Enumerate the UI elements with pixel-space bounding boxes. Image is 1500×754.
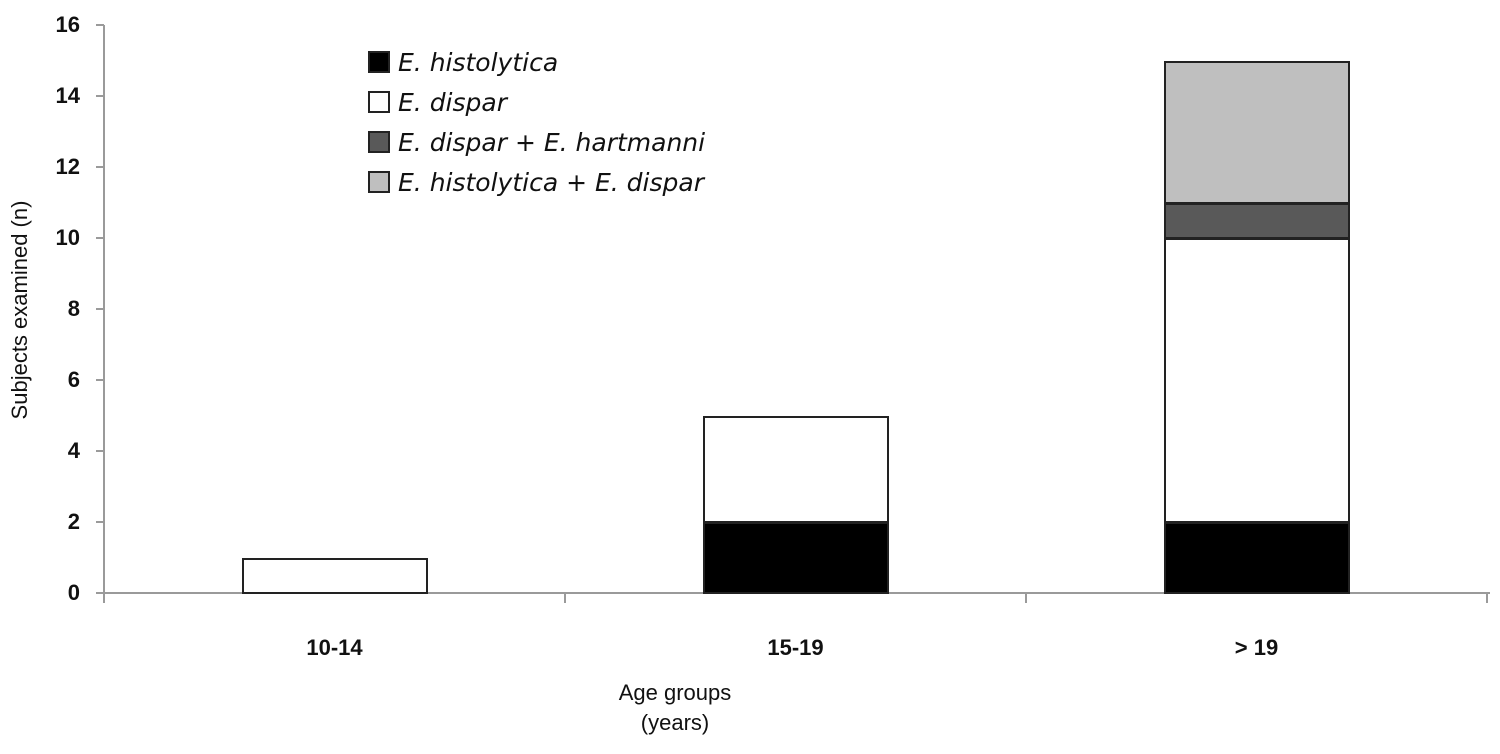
bar-segment (1163, 238, 1350, 523)
x-category-label: 10-14 (306, 635, 363, 660)
bar-segment (241, 557, 428, 594)
x-category-label: > 19 (1234, 635, 1279, 660)
legend-item: E. histolytica (368, 42, 705, 82)
y-tick-label: 10 (55, 225, 80, 250)
legend-swatch (368, 51, 390, 73)
bar-segment (1163, 522, 1350, 594)
x-tick-mark (1025, 593, 1027, 603)
y-tick-mark (96, 95, 104, 97)
x-axis-label-line-1: Age groups (618, 680, 732, 705)
x-category-label: 15-19 (767, 635, 824, 660)
y-tick-label: 8 (67, 296, 80, 321)
y-axis-line (103, 25, 105, 603)
x-tick-mark (1486, 593, 1488, 603)
y-axis-label: Subjects examined (n) (7, 200, 32, 420)
legend-label: E. dispar (398, 87, 507, 117)
y-tick-mark (96, 166, 104, 168)
y-tick-mark (96, 237, 104, 239)
legend-label: E. dispar + E. hartmanni (398, 127, 706, 157)
legend-label: E. histolytica (398, 47, 559, 77)
legend-label: E. histolytica + E. dispar (398, 167, 704, 197)
bar-segment (702, 415, 889, 523)
bar-segment (702, 522, 889, 594)
legend-item: E. histolytica + E. dispar (368, 162, 705, 202)
x-tick-mark (103, 593, 105, 603)
y-tick-mark (96, 521, 104, 523)
legend: E. histolytica E. dispar E. dispar + E. ha… (368, 42, 705, 202)
y-tick-label: 6 (67, 367, 80, 392)
x-axis-label-line-2: (years) (640, 710, 710, 735)
y-tick-label: 2 (67, 509, 80, 534)
y-tick-label: 0 (67, 580, 80, 605)
legend-swatch (368, 131, 390, 153)
y-tick-mark (96, 592, 104, 594)
y-tick-mark (96, 450, 104, 452)
y-tick-mark (96, 379, 104, 381)
bar-segment (1163, 60, 1350, 204)
y-tick-label: 12 (55, 154, 80, 179)
y-tick-mark (96, 24, 104, 26)
y-tick-mark (96, 308, 104, 310)
x-axis-label: Age groups (years) (555, 678, 795, 738)
y-tick-label: 4 (67, 438, 80, 463)
legend-item: E. dispar + E. hartmanni (368, 122, 705, 162)
bar-segment (1163, 202, 1350, 239)
y-tick-label: 14 (55, 83, 80, 108)
legend-swatch (368, 91, 390, 113)
legend-swatch (368, 171, 390, 193)
y-tick-label: 16 (55, 12, 80, 37)
x-tick-mark (564, 593, 566, 603)
legend-item: E. dispar (368, 82, 705, 122)
